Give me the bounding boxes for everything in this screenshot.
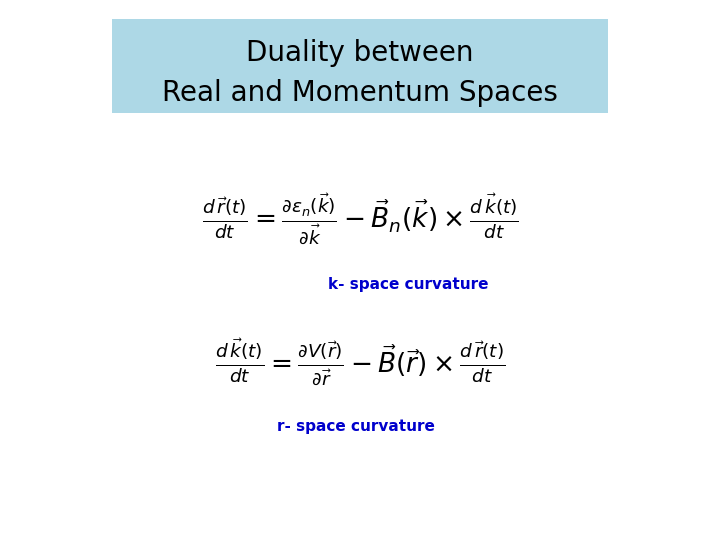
Text: $\frac{d\,\vec{r}(t)}{dt} = \frac{\partial\varepsilon_n(\vec{k})}{\partial\vec{k: $\frac{d\,\vec{r}(t)}{dt} = \frac{\parti… <box>202 191 518 246</box>
Text: $\frac{d\,\vec{k}(t)}{dt} = \frac{\partial V(\vec{r})}{\partial\vec{r}} - \vec{B: $\frac{d\,\vec{k}(t)}{dt} = \frac{\parti… <box>215 336 505 387</box>
Text: k- space curvature: k- space curvature <box>328 277 488 292</box>
Text: r- space curvature: r- space curvature <box>277 419 435 434</box>
FancyBboxPatch shape <box>112 19 608 113</box>
Text: Real and Momentum Spaces: Real and Momentum Spaces <box>162 79 558 107</box>
Text: Duality between: Duality between <box>246 39 474 67</box>
